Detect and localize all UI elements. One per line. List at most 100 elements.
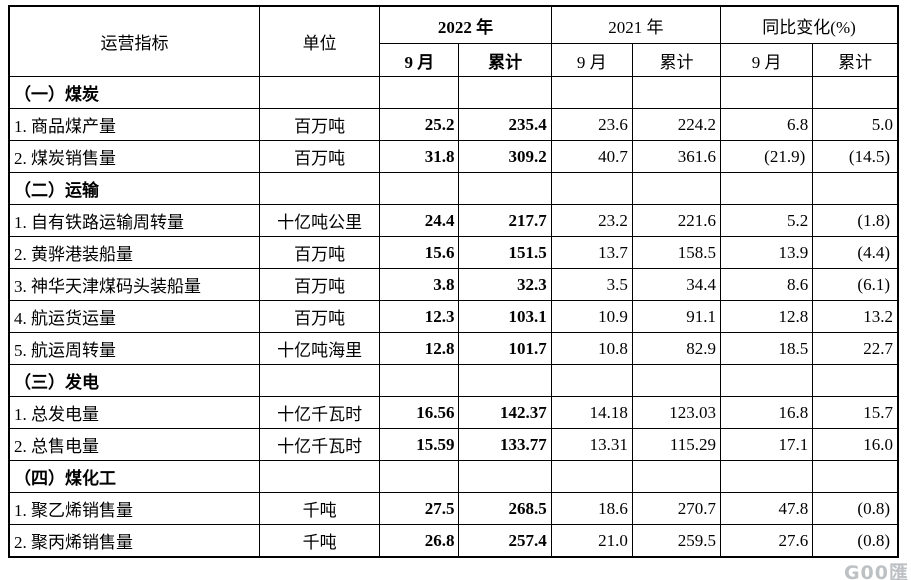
value-cell: 257.4: [458, 524, 552, 558]
indicator-label: 5. 航运周转量: [8, 332, 261, 365]
value-cell: 82.9: [631, 332, 722, 365]
section-row: （二）运输: [8, 172, 899, 205]
empty-cell: [259, 364, 381, 397]
unit-cell: 百万吨: [259, 140, 381, 173]
table-row: 1. 聚乙烯销售量 千吨 27.5 268.5 18.6 270.7 47.8 (0.8): [8, 492, 899, 525]
value-cell: 23.6: [550, 108, 633, 141]
indicator-label: 1. 聚乙烯销售量: [8, 492, 261, 525]
value-cell: 259.5: [631, 524, 722, 558]
unit-cell: 千吨: [259, 492, 381, 525]
value-cell: 25.2: [379, 108, 460, 141]
table-row: 1. 自有铁路运输周转量 十亿吨公里 24.4 217.7 23.2 221.6 5.2 (1…: [8, 204, 899, 237]
value-cell: 158.5: [631, 236, 722, 269]
value-cell: 15.59: [379, 428, 460, 461]
value-cell: 10.9: [550, 300, 633, 333]
value-cell: 217.7: [458, 204, 552, 237]
empty-cell: [720, 460, 814, 493]
header-2022-month: 9 月: [379, 43, 460, 77]
header-indicator: 运营指标: [8, 5, 261, 77]
value-cell: 12.3: [379, 300, 460, 333]
value-cell: 21.0: [550, 524, 633, 558]
value-cell: 142.37: [458, 396, 552, 429]
empty-cell: [458, 364, 552, 397]
unit-cell: 百万吨: [259, 236, 381, 269]
value-cell: (21.9): [720, 140, 814, 173]
table-row: 2. 聚丙烯销售量 千吨 26.8 257.4 21.0 259.5 27.6 (0.8): [8, 524, 899, 558]
value-cell: 309.2: [458, 140, 552, 173]
header-2022-cumulative: 累计: [458, 43, 552, 77]
indicator-label: 2. 总售电量: [8, 428, 261, 461]
unit-cell: 百万吨: [259, 300, 381, 333]
header-row-groups: 运营指标 单位 2022 年 2021 年 同比变化(%): [8, 5, 899, 77]
table-body: （一）煤炭 1. 商品煤产量 百万吨 25.2 235.4 23.6 224.2 6.8 5.0…: [8, 76, 899, 558]
value-cell: 270.7: [631, 492, 722, 525]
value-cell: 5.0: [812, 108, 899, 141]
value-cell: (0.8): [812, 524, 899, 558]
empty-cell: [720, 172, 814, 205]
empty-cell: [550, 76, 633, 109]
value-cell: 8.6: [720, 268, 814, 301]
value-cell: 47.8: [720, 492, 814, 525]
value-cell: (1.8): [812, 204, 899, 237]
indicator-label: 1. 自有铁路运输周转量: [8, 204, 261, 237]
empty-cell: [458, 76, 552, 109]
value-cell: 16.0: [812, 428, 899, 461]
value-cell: 15.6: [379, 236, 460, 269]
value-cell: 23.2: [550, 204, 633, 237]
value-cell: 235.4: [458, 108, 552, 141]
value-cell: 22.7: [812, 332, 899, 365]
value-cell: 17.1: [720, 428, 814, 461]
value-cell: 101.7: [458, 332, 552, 365]
empty-cell: [550, 460, 633, 493]
value-cell: 6.8: [720, 108, 814, 141]
value-cell: 18.5: [720, 332, 814, 365]
empty-cell: [259, 460, 381, 493]
value-cell: 12.8: [379, 332, 460, 365]
empty-cell: [720, 364, 814, 397]
header-2021-month: 9 月: [550, 43, 633, 77]
value-cell: 14.18: [550, 396, 633, 429]
value-cell: 34.4: [631, 268, 722, 301]
empty-cell: [550, 364, 633, 397]
value-cell: 10.8: [550, 332, 633, 365]
empty-cell: [550, 172, 633, 205]
unit-cell: 十亿千瓦时: [259, 396, 381, 429]
indicator-label: 2. 聚丙烯销售量: [8, 524, 261, 558]
section-label: （三）发电: [8, 364, 261, 397]
header-2021-cumulative: 累计: [631, 43, 722, 77]
unit-cell: 百万吨: [259, 268, 381, 301]
value-cell: 103.1: [458, 300, 552, 333]
value-cell: 361.6: [631, 140, 722, 173]
value-cell: 18.6: [550, 492, 633, 525]
value-cell: 224.2: [631, 108, 722, 141]
value-cell: 15.7: [812, 396, 899, 429]
value-cell: (14.5): [812, 140, 899, 173]
value-cell: 151.5: [458, 236, 552, 269]
empty-cell: [812, 172, 899, 205]
value-cell: 13.9: [720, 236, 814, 269]
value-cell: 27.5: [379, 492, 460, 525]
empty-cell: [812, 76, 899, 109]
unit-cell: 千吨: [259, 524, 381, 558]
value-cell: 123.03: [631, 396, 722, 429]
header-row-subs: 9 月 累计 9 月 累计 9 月 累计: [9, 43, 899, 77]
empty-cell: [631, 76, 722, 109]
table-row: 1. 商品煤产量 百万吨 25.2 235.4 23.6 224.2 6.8 5.0: [8, 108, 899, 141]
value-cell: (6.1): [812, 268, 899, 301]
value-cell: 12.8: [720, 300, 814, 333]
section-label: （一）煤炭: [8, 76, 261, 109]
empty-cell: [379, 364, 460, 397]
indicator-label: 2. 煤炭销售量: [8, 140, 261, 173]
header-yoy-month: 9 月: [720, 43, 814, 77]
header-group-2021: 2021 年: [550, 5, 722, 44]
value-cell: 13.31: [550, 428, 633, 461]
value-cell: 27.6: [720, 524, 814, 558]
value-cell: 26.8: [379, 524, 460, 558]
header-group-yoy: 同比变化(%): [720, 5, 899, 44]
value-cell: 16.8: [720, 396, 814, 429]
value-cell: (0.8): [812, 492, 899, 525]
table-header: 运营指标 单位 2022 年 2021 年 同比变化(%) 9 月 累计 9 月…: [8, 5, 899, 77]
table-row: 2. 总售电量 十亿千瓦时 15.59 133.77 13.31 115.29 17.1 16…: [8, 428, 899, 461]
value-cell: 24.4: [379, 204, 460, 237]
empty-cell: [720, 76, 814, 109]
